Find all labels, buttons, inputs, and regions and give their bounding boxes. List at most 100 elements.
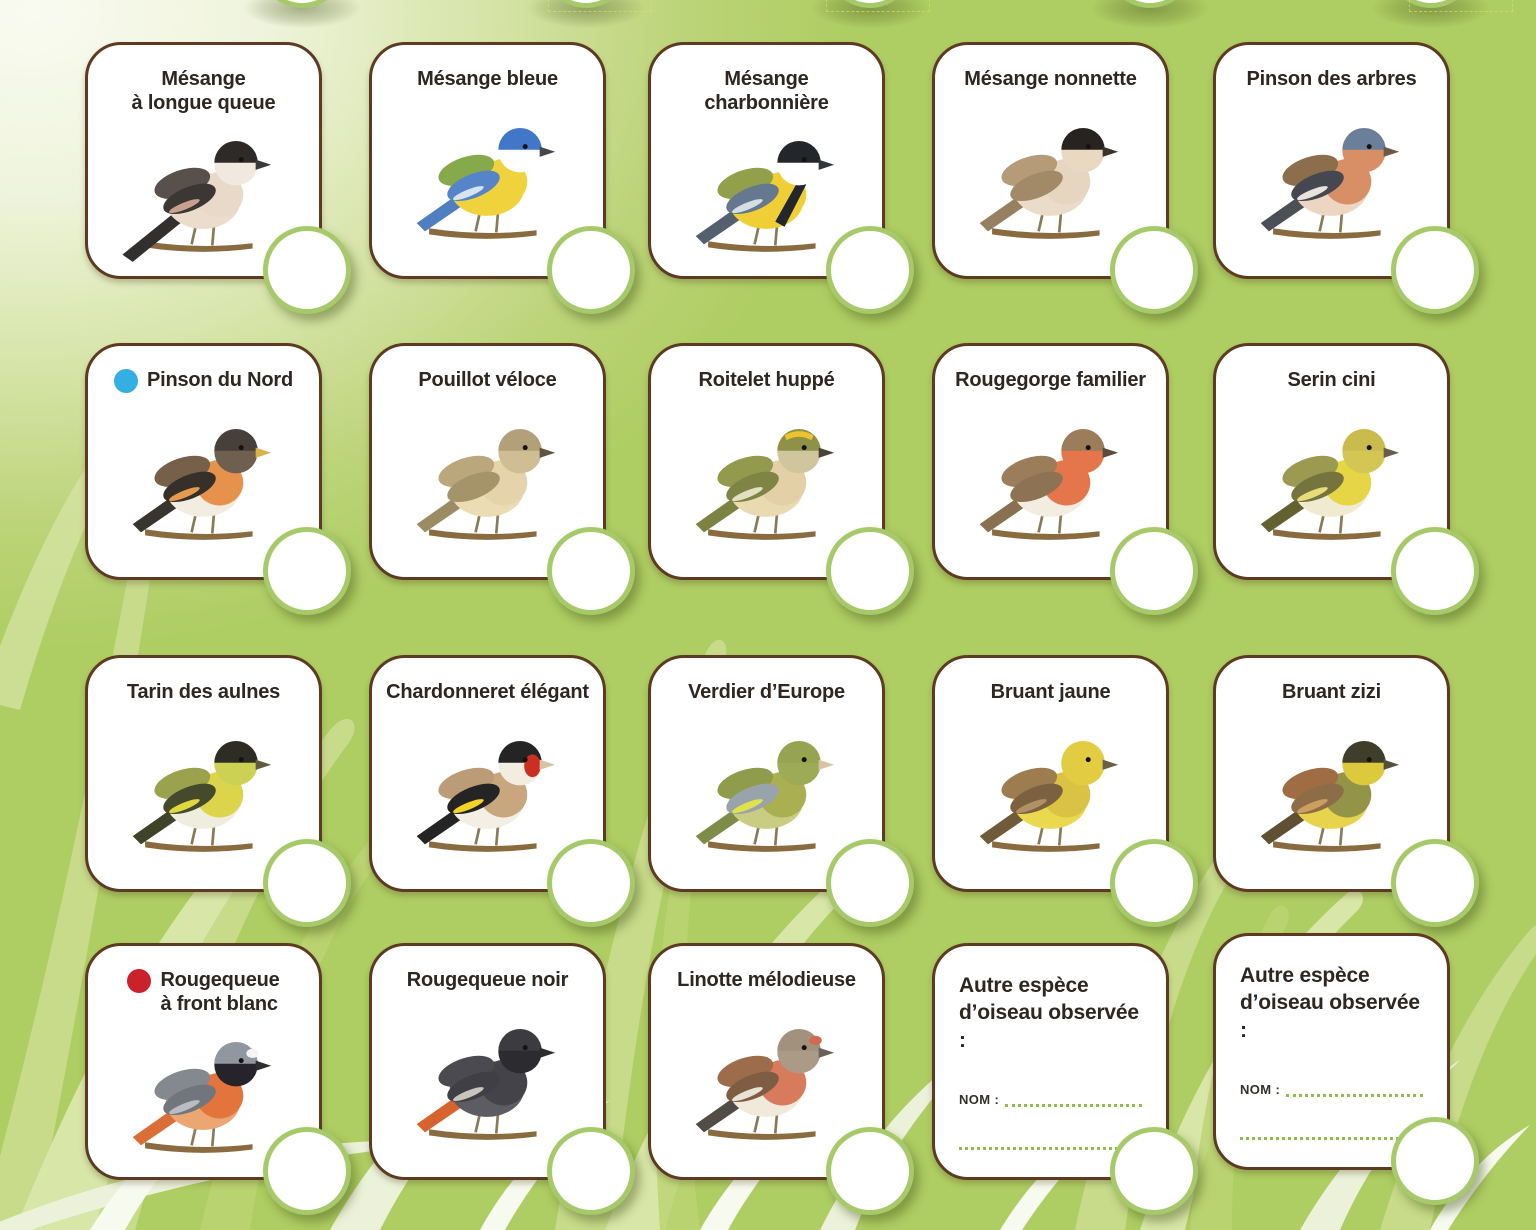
observation-check-circle[interactable] — [1391, 839, 1479, 927]
nom-label: NOM : — [959, 1091, 1000, 1107]
nom-label: NOM : — [1240, 1081, 1281, 1097]
bird-card: Roitelet huppé — [648, 343, 914, 615]
extra-input-line[interactable] — [959, 1133, 1142, 1150]
bird-card: Rougegorge familier — [932, 343, 1198, 615]
bird-card: Rougequeue noir — [369, 943, 635, 1215]
bird-name: Mésange bleue — [417, 68, 558, 90]
image-frame-artifact — [826, 0, 930, 12]
color-dot — [113, 369, 138, 393]
bird-illustration — [695, 1029, 834, 1140]
bird-illustration — [979, 128, 1118, 239]
bird-name: Rougegorge familier — [955, 369, 1146, 391]
bird-illustration — [416, 429, 555, 540]
other-species-title: Autre espèce d’oiseau observée : — [959, 974, 1139, 1052]
bird-name: Pouillot véloce — [418, 369, 557, 391]
observation-check-circle[interactable] — [547, 226, 635, 314]
observation-check-circle[interactable] — [826, 839, 914, 927]
bird-name: Bruant jaune — [990, 681, 1111, 703]
nom-input-line[interactable] — [1005, 1090, 1142, 1107]
bird-name: Mésange à longue queue — [131, 68, 276, 115]
observation-check-circle[interactable] — [1391, 226, 1479, 314]
nom-row: NOM : — [959, 1090, 1142, 1107]
bird-card: Verdier d’Europe — [648, 655, 914, 927]
bird-card: Bruant zizi — [1213, 655, 1479, 927]
observation-check-circle[interactable] — [826, 1127, 914, 1215]
card-header: Bruant zizi — [1216, 658, 1447, 716]
observation-check-circle[interactable] — [263, 226, 351, 314]
color-dot — [127, 969, 152, 993]
bird-card: Mésange nonnette — [932, 42, 1198, 314]
image-frame-artifact — [1409, 0, 1513, 12]
bird-card: Mésange charbonnière — [648, 42, 914, 314]
observation-check-circle[interactable] — [826, 226, 914, 314]
card-header: Bruant jaune — [935, 658, 1166, 716]
bird-illustration — [416, 741, 555, 852]
bird-card: Tarin des aulnes — [85, 655, 351, 927]
observation-check-circle[interactable] — [547, 839, 635, 927]
observation-check-circle[interactable] — [1391, 1117, 1479, 1205]
bird-illustration — [695, 741, 834, 852]
bird-illustration — [695, 429, 834, 540]
bird-name: Rougequeue à front blanc — [160, 969, 280, 1016]
bird-illustration — [695, 140, 834, 252]
bird-name: Rougequeue noir — [406, 969, 569, 991]
bird-card: Mésange à longue queue — [85, 42, 351, 314]
observation-check-circle[interactable] — [1110, 1127, 1198, 1215]
bird-name: Serin cini — [1287, 369, 1376, 391]
nom-row: NOM : — [1240, 1080, 1423, 1097]
bird-name: Chardonneret élégant — [386, 681, 589, 703]
observation-check-circle[interactable] — [547, 1127, 635, 1215]
bird-illustration — [416, 128, 555, 239]
image-frame-artifact — [548, 0, 652, 12]
observation-check-circle[interactable] — [547, 527, 635, 615]
bird-illustration — [132, 429, 271, 540]
bird-name: Pinson des arbres — [1246, 68, 1417, 90]
observation-check-circle[interactable] — [263, 527, 351, 615]
bird-illustration — [1260, 128, 1399, 239]
card-header: Roitelet huppé — [651, 346, 882, 404]
card-header: Rougequeue noir — [372, 946, 603, 1004]
other-species-title: Autre espèce d’oiseau observée : — [1240, 964, 1420, 1042]
bird-card: Bruant jaune — [932, 655, 1198, 927]
bird-name: Pinson du Nord — [146, 369, 294, 391]
bird-card: Rougequeue à front blanc — [85, 943, 351, 1215]
bird-card: Mésange bleue — [369, 42, 635, 314]
observation-check-circle[interactable] — [1110, 226, 1198, 314]
bird-name: Mésange nonnette — [964, 68, 1137, 90]
card-header: Mésange charbonnière — [651, 45, 882, 116]
observation-check-circle[interactable] — [1391, 527, 1479, 615]
bird-illustration — [132, 1041, 271, 1153]
bird-name: Roitelet huppé — [698, 369, 835, 391]
card-header: Mésange nonnette — [935, 45, 1166, 103]
bird-card: Pinson des arbres — [1213, 42, 1479, 314]
bird-name: Bruant zizi — [1282, 681, 1381, 703]
card-header: Pouillot véloce — [372, 346, 603, 404]
bird-card: Serin cini — [1213, 343, 1479, 615]
nom-input-line[interactable] — [1286, 1080, 1423, 1097]
bird-card: Pouillot véloce — [369, 343, 635, 615]
card-header: Chardonneret élégant — [372, 658, 603, 716]
card-header: Linotte mélodieuse — [651, 946, 882, 1004]
observation-check-circle[interactable] — [826, 527, 914, 615]
other-species-card: Autre espèce d’oiseau observée : NOM : — [932, 943, 1198, 1215]
card-header: Rougequeue à front blanc — [88, 946, 319, 1017]
bird-illustration — [979, 741, 1118, 852]
bird-illustration — [121, 140, 271, 262]
bird-card: Linotte mélodieuse — [648, 943, 914, 1215]
bird-illustration — [1260, 741, 1399, 852]
observation-check-circle[interactable] — [1110, 839, 1198, 927]
extra-input-line[interactable] — [1240, 1123, 1423, 1140]
card-header: Mésange bleue — [372, 45, 603, 103]
card-header: Pinson du Nord — [88, 346, 319, 404]
observation-check-circle[interactable] — [263, 1127, 351, 1215]
bird-name: Linotte mélodieuse — [677, 969, 856, 991]
bird-name: Verdier d’Europe — [688, 681, 845, 703]
bird-card: Chardonneret élégant — [369, 655, 635, 927]
bird-illustration — [132, 741, 271, 852]
bird-illustration — [416, 1029, 555, 1140]
observation-check-circle[interactable] — [1110, 527, 1198, 615]
card-header: Pinson des arbres — [1216, 45, 1447, 103]
bird-illustration — [1260, 429, 1399, 540]
observation-check-circle[interactable] — [263, 839, 351, 927]
